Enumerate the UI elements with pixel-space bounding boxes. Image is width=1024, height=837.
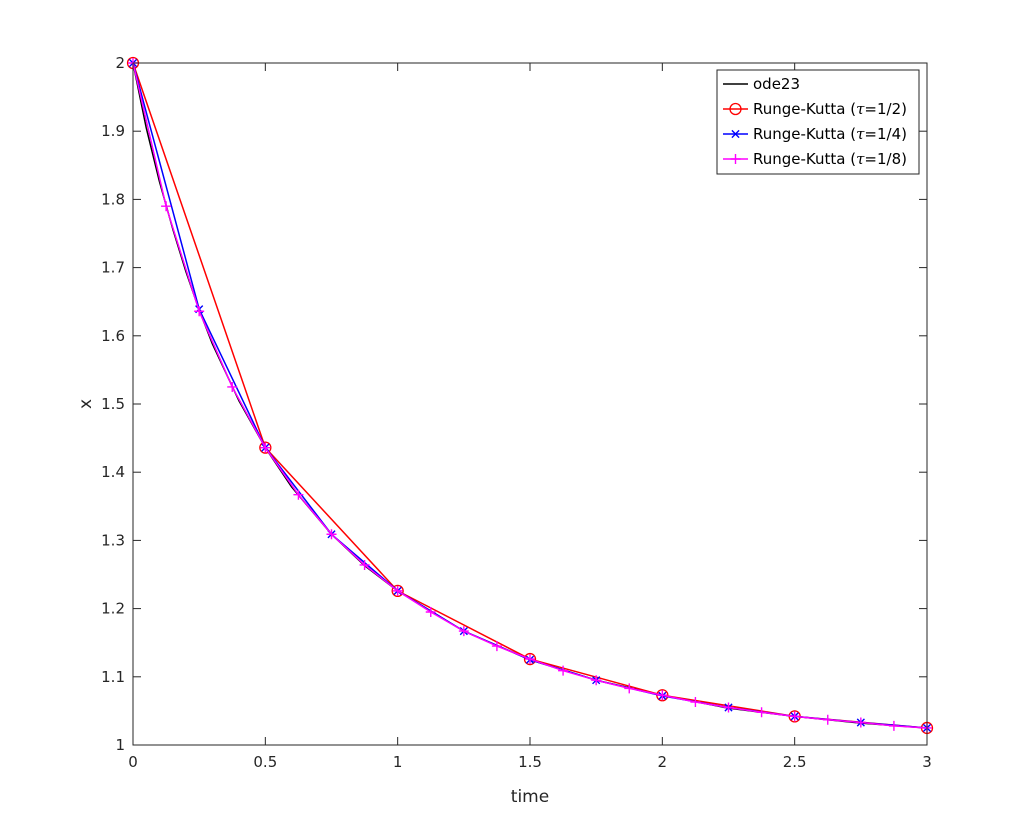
legend-box — [716, 69, 920, 175]
plot-area — [133, 63, 927, 745]
x-tick-label: 3 — [922, 753, 932, 771]
series-2-point — [523, 652, 537, 666]
legend-entry-1: ode23 — [723, 75, 800, 93]
series-4-point — [326, 529, 337, 540]
series-4-point — [624, 683, 635, 694]
series-4-point — [293, 489, 304, 500]
legend-label: Runge-Kutta (τ=1/8) — [753, 150, 907, 168]
series-4-point — [558, 665, 569, 676]
y-tick-label: 1.6 — [101, 327, 125, 345]
series-4-point — [227, 381, 238, 392]
legend-entry-4: Runge-Kutta (τ=1/8) — [723, 150, 907, 168]
legend: ode23 Runge-Kutta (τ=1/2) Runge-Kutta (τ=1… — [716, 69, 920, 175]
y-tick-label: 1 — [115, 736, 125, 754]
y-tick-label: 1.8 — [101, 190, 125, 208]
series-4 — [128, 58, 932, 733]
legend-entry-2: Runge-Kutta (τ=1/2) — [723, 100, 907, 118]
series-4-point — [525, 654, 535, 665]
series-4-point — [392, 585, 403, 596]
series-4-point — [359, 559, 370, 570]
x-tick-label: 2.5 — [783, 753, 807, 771]
series-4-point — [855, 717, 866, 728]
legend-marker — [729, 102, 742, 116]
y-tick-label: 1.1 — [101, 668, 125, 686]
series-4-point — [723, 702, 734, 713]
y-tick-label: 1.2 — [101, 600, 125, 618]
x-tick-label: 1 — [393, 753, 403, 771]
plot-background — [133, 63, 927, 745]
series-4-point — [194, 306, 205, 317]
y-tick-label: 1.7 — [101, 259, 125, 277]
y-tick-label: 1.4 — [101, 463, 125, 481]
series-4-point — [822, 714, 833, 725]
legend-label: Runge-Kutta (τ=1/4) — [753, 125, 907, 143]
legend-marker — [730, 154, 741, 164]
legend-label: Runge-Kutta (τ=1/2) — [753, 100, 907, 118]
series-4-point — [888, 720, 899, 731]
series-4-point — [458, 626, 469, 637]
x-tick-label: 0 — [128, 753, 138, 771]
series-2-point — [391, 584, 404, 598]
series-4-point — [657, 690, 668, 701]
series-4-point — [491, 641, 502, 652]
legend-label: ode23 — [753, 75, 800, 93]
y-axis-label: x — [76, 399, 96, 409]
series-4-point — [756, 707, 767, 718]
y-tick-label: 1.3 — [101, 531, 125, 549]
series-layer — [126, 56, 934, 735]
series-2-point — [259, 441, 272, 454]
tick-labels: 0 0.5 1 1.5 2 2.5 3 1 1.1 1.2 1.3 1.4 1.5 1.6 1.7 1.8 1.… — [101, 54, 932, 771]
x-axis-label: time — [511, 787, 549, 807]
y-tick-label: 2 — [115, 54, 125, 72]
series-4-point — [789, 711, 800, 722]
axes — [132, 62, 928, 746]
series-4-point — [161, 201, 172, 212]
x-tick-label: 0.5 — [253, 753, 277, 771]
series-4-point — [260, 442, 271, 453]
x-tick-label: 1.5 — [518, 753, 542, 771]
series-4-point — [690, 697, 701, 708]
series-4-point — [591, 675, 602, 686]
legend-marker — [731, 129, 740, 139]
y-tick-label: 1.5 — [101, 395, 125, 413]
legend-entry-3: Runge-Kutta (τ=1/4) — [723, 125, 907, 143]
x-tick-label: 2 — [658, 753, 668, 771]
y-tick-label: 1.9 — [101, 122, 125, 140]
series-4-point — [425, 607, 436, 618]
